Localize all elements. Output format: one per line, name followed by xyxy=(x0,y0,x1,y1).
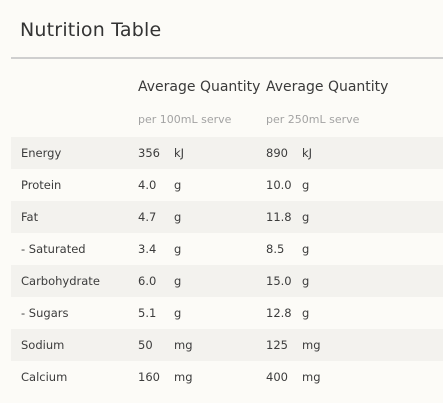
unit-per-100: g xyxy=(174,178,182,192)
table-row: - Sugars 5.1 g 12.8 g xyxy=(11,297,443,329)
unit-per-100: mg xyxy=(174,338,193,352)
value-per-250: 11.8 xyxy=(266,210,292,224)
column-heading-per-250: Average Quantity xyxy=(266,79,389,95)
nutrient-name: - Saturated xyxy=(21,242,86,256)
column-subheading-per-100: per 100mL serve xyxy=(138,113,232,126)
table-row: Energy 356 kJ 890 kJ xyxy=(11,137,443,169)
value-per-250: 890 xyxy=(266,146,288,160)
unit-per-250: g xyxy=(302,306,310,320)
nutrition-rows: Energy 356 kJ 890 kJ Protein 4.0 g 10.0 … xyxy=(11,137,443,393)
value-per-250: 125 xyxy=(266,338,288,352)
unit-per-250: kJ xyxy=(302,146,313,160)
value-per-100: 4.0 xyxy=(138,178,157,192)
table-row: Calcium 160 mg 400 mg xyxy=(11,361,443,393)
nutrient-name: Energy xyxy=(21,146,62,160)
title-divider xyxy=(11,57,443,59)
table-row: Protein 4.0 g 10.0 g xyxy=(11,169,443,201)
value-per-250: 400 xyxy=(266,370,288,384)
value-per-250: 8.5 xyxy=(266,242,285,256)
value-per-100: 5.1 xyxy=(138,306,157,320)
table-row: Sodium 50 mg 125 mg xyxy=(11,329,443,361)
value-per-100: 3.4 xyxy=(138,242,157,256)
unit-per-100: g xyxy=(174,210,182,224)
nutrient-name: Protein xyxy=(21,178,62,192)
unit-per-250: mg xyxy=(302,370,321,384)
value-per-100: 50 xyxy=(138,338,153,352)
nutrient-name: Carbohydrate xyxy=(21,274,100,288)
unit-per-250: mg xyxy=(302,338,321,352)
nutrition-table-title: Nutrition Table xyxy=(20,19,162,41)
nutrient-name: Calcium xyxy=(21,370,68,384)
nutrient-name: Fat xyxy=(21,210,39,224)
table-row: - Saturated 3.4 g 8.5 g xyxy=(11,233,443,265)
value-per-100: 4.7 xyxy=(138,210,157,224)
unit-per-100: g xyxy=(174,242,182,256)
table-row: Carbohydrate 6.0 g 15.0 g xyxy=(11,265,443,297)
nutrient-name: Sodium xyxy=(21,338,65,352)
unit-per-250: g xyxy=(302,210,310,224)
unit-per-100: mg xyxy=(174,370,193,384)
table-row: Fat 4.7 g 11.8 g xyxy=(11,201,443,233)
unit-per-250: g xyxy=(302,274,310,288)
value-per-100: 356 xyxy=(138,146,160,160)
unit-per-100: kJ xyxy=(174,146,185,160)
nutrient-name: - Sugars xyxy=(21,306,69,320)
unit-per-100: g xyxy=(174,306,182,320)
value-per-250: 15.0 xyxy=(266,274,292,288)
unit-per-250: g xyxy=(302,242,310,256)
column-subheading-per-250: per 250mL serve xyxy=(266,113,360,126)
value-per-100: 160 xyxy=(138,370,160,384)
value-per-250: 12.8 xyxy=(266,306,292,320)
value-per-100: 6.0 xyxy=(138,274,157,288)
value-per-250: 10.0 xyxy=(266,178,292,192)
unit-per-250: g xyxy=(302,178,310,192)
unit-per-100: g xyxy=(174,274,182,288)
column-heading-per-100: Average Quantity xyxy=(138,79,261,95)
